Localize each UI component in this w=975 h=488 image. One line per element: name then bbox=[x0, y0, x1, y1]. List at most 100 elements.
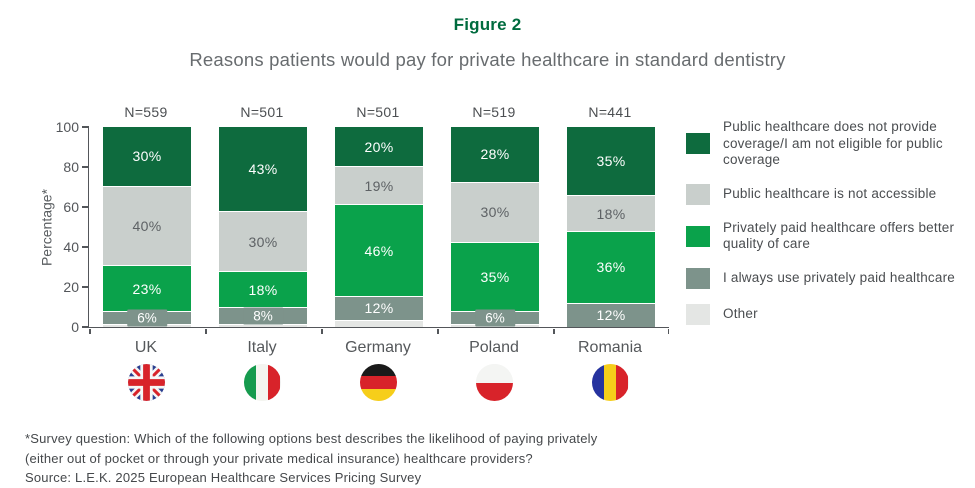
legend-label: Other bbox=[723, 305, 758, 321]
bar-segment: 46% bbox=[335, 204, 423, 296]
segment-value-label: 12% bbox=[364, 300, 394, 317]
stacked-bar-uk: 30% 40% 23% 6% bbox=[103, 127, 191, 327]
sample-size-label-poland: N=519 bbox=[472, 104, 516, 120]
segment-value-label: 19% bbox=[364, 177, 394, 194]
bar-segment bbox=[335, 320, 423, 327]
bar-segment: 18% bbox=[219, 271, 307, 308]
segment-value-label: 30% bbox=[248, 233, 278, 250]
segment-value-label: 23% bbox=[132, 280, 162, 297]
bar-segment: 43% bbox=[219, 127, 307, 212]
segment-value-label: 18% bbox=[248, 281, 278, 298]
bar-segment: 35% bbox=[451, 241, 539, 312]
x-axis-tick bbox=[89, 328, 91, 334]
sample-size-label-romania: N=441 bbox=[588, 104, 632, 120]
germany-flag-icon bbox=[359, 364, 397, 401]
uk-flag-icon bbox=[127, 364, 165, 401]
segment-value-label: 36% bbox=[596, 259, 626, 276]
segment-value-label: 28% bbox=[480, 146, 510, 163]
bar-segment: 40% bbox=[103, 185, 191, 266]
figure-label: Figure 2 bbox=[453, 15, 522, 34]
flag-cell-uk bbox=[88, 364, 204, 401]
bar-segment: 28% bbox=[451, 127, 539, 182]
segment-value-label: 40% bbox=[132, 218, 162, 234]
country-label-italy: Italy bbox=[247, 339, 277, 356]
segment-value-label: 6% bbox=[475, 309, 515, 327]
flag-stripe bbox=[603, 364, 617, 401]
x-axis-tick bbox=[437, 328, 439, 334]
segment-value-label: 18% bbox=[596, 205, 626, 222]
flag-stripe bbox=[616, 364, 629, 401]
x-axis-tick bbox=[321, 328, 323, 334]
x-axis-tick bbox=[667, 328, 669, 334]
y-axis-label: Percentage* bbox=[38, 188, 55, 267]
flag-stripe bbox=[268, 364, 281, 401]
legend-item: Privately paid healthcare offers better … bbox=[686, 220, 968, 253]
sample-size-label-uk: N=559 bbox=[124, 104, 168, 120]
x-axis-tick bbox=[553, 328, 555, 334]
flag-row bbox=[88, 364, 668, 401]
legend-swatch-icon bbox=[686, 303, 710, 325]
legend-swatch-icon bbox=[686, 183, 710, 205]
bar-segment: 18% bbox=[567, 195, 655, 232]
legend: Public healthcare does not provide cover… bbox=[686, 119, 968, 325]
italy-flag-icon bbox=[243, 364, 281, 401]
y-tick-mark bbox=[82, 166, 89, 168]
legend-label: Public healthcare does not provide cover… bbox=[723, 119, 943, 167]
country-label-row: UK Italy Germany Poland Romania bbox=[88, 339, 668, 357]
legend-item: Public healthcare is not accessible bbox=[686, 183, 968, 205]
segment-value-label: 43% bbox=[248, 161, 278, 178]
country-label-romania: Romania bbox=[577, 339, 643, 356]
y-tick-mark bbox=[82, 326, 89, 328]
stacked-bar-italy: 43% 30% 18% 8% bbox=[219, 127, 307, 327]
legend-item: I always use privately paid healthcare bbox=[686, 267, 968, 289]
bar-segment: 19% bbox=[335, 166, 423, 205]
legend-swatch-icon bbox=[686, 267, 710, 289]
stacked-bar-romania: 35% 18% 36% 12% bbox=[567, 127, 655, 327]
y-tick-mark bbox=[82, 206, 89, 208]
poland-flag-icon bbox=[475, 364, 513, 401]
segment-value-label: 12% bbox=[596, 307, 626, 324]
footnote-survey-question-line1: *Survey question: Which of the following… bbox=[25, 431, 598, 446]
plot-area: 30% 40% 23% 6% 43% 30% 18% 8% 20% 19% 46% 12% 28% 30%… bbox=[56, 119, 669, 335]
flag-stripe bbox=[475, 364, 513, 383]
bar-cell-poland: 28% 30% 35% 6% bbox=[437, 127, 553, 327]
footnote-survey-question-line2: (either out of pocket or through your pr… bbox=[25, 450, 533, 466]
flag-stripe bbox=[359, 364, 397, 377]
y-tick-label: 100 bbox=[55, 119, 79, 135]
flag-cell-germany bbox=[320, 364, 436, 401]
bar-segment: 6% bbox=[103, 309, 191, 327]
flag-stripe bbox=[255, 364, 269, 401]
chart-title: Reasons patients would pay for private h… bbox=[189, 49, 786, 70]
segment-value-label: 30% bbox=[480, 204, 510, 221]
flag-stripe bbox=[475, 382, 513, 401]
bar-cell-uk: 30% 40% 23% 6% bbox=[89, 127, 205, 327]
segment-value-label: 20% bbox=[364, 138, 394, 155]
legend-label: Public healthcare is not accessible bbox=[723, 185, 937, 201]
bar-cell-italy: 43% 30% 18% 8% bbox=[205, 127, 321, 327]
flag-stripe bbox=[591, 364, 604, 401]
bar-segment: 30% bbox=[103, 127, 191, 186]
bar-segment: 36% bbox=[567, 231, 655, 303]
bar-segment: 20% bbox=[335, 127, 423, 167]
bar-segment: 12% bbox=[335, 295, 423, 321]
country-label-uk: UK bbox=[134, 339, 158, 356]
legend-item: Other bbox=[686, 303, 968, 325]
legend-label: Privately paid healthcare offers better … bbox=[723, 219, 955, 252]
bar-cell-romania: 35% 18% 36% 12% bbox=[553, 127, 669, 327]
segment-value-label: 35% bbox=[596, 153, 626, 170]
sample-size-label-germany: N=501 bbox=[356, 104, 400, 120]
flag-cell-poland bbox=[436, 364, 552, 401]
legend-swatch-icon bbox=[686, 225, 710, 247]
flag-stripe bbox=[243, 364, 256, 401]
stacked-bar-germany: 20% 19% 46% 12% bbox=[335, 127, 423, 327]
flag-cell-romania bbox=[552, 364, 668, 401]
flag-cell-italy bbox=[204, 364, 320, 401]
sample-size-row: N=559 N=501 N=501 N=519 N=441 bbox=[88, 104, 668, 120]
bar-segment: 12% bbox=[567, 302, 655, 327]
romania-flag-icon bbox=[591, 364, 629, 401]
flag-stripe bbox=[359, 376, 397, 389]
footnote-source: Source: L.E.K. 2025 European Healthcare … bbox=[25, 470, 422, 485]
flag-stripe bbox=[359, 388, 397, 401]
legend-item: Public healthcare does not provide cover… bbox=[686, 119, 968, 169]
